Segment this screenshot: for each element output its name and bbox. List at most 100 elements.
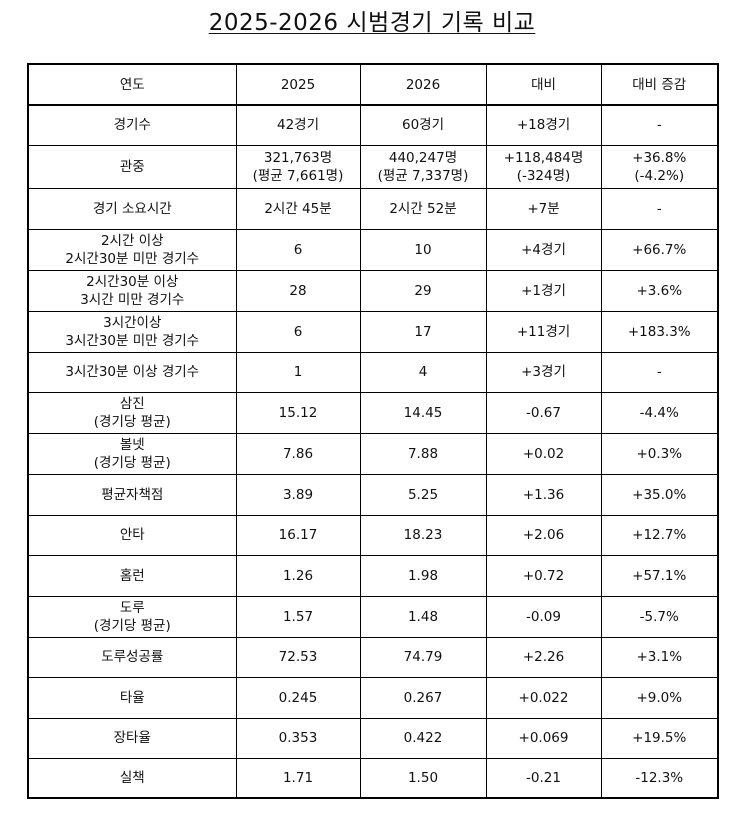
row-label-cell: 3시간30분 이상 경기수 (27, 351, 237, 393)
value-2026-cell: 4 (359, 351, 487, 393)
cell-text: +0.022 (518, 689, 569, 706)
value-2025-cell: 16.17 (235, 514, 361, 556)
cell-text: +0.72 (522, 567, 565, 584)
cell-text: 장타율 (113, 730, 151, 746)
diff-cell: +0.069 (485, 717, 602, 759)
cell-text: 타율 (119, 689, 145, 706)
row-label-cell: 안타 (27, 514, 237, 556)
cell-text: 삼진 (119, 395, 145, 412)
cell-text: +12.7% (632, 527, 687, 543)
cell-subtext: (평균 7,337명) (377, 167, 469, 184)
header-row: 연도 2025 2026 대비 대비 증감 (27, 63, 719, 106)
row-label-cell: 2시간30분 이상 3시간 미만 경기수 (27, 269, 237, 312)
diff-cell: +118,484명 (-324명) (485, 144, 602, 189)
value-2026-cell: 74.79 (359, 636, 487, 678)
cell-text: 72.53 (278, 649, 318, 665)
cell-subtext: 3시간30분 미만 경기수 (65, 332, 200, 349)
table-row: 장타율 0.353 0.422 +0.069 +19.5% (27, 717, 719, 759)
pct-change-cell: +57.1% (600, 554, 719, 597)
cell-text: +19.5% (632, 730, 687, 746)
pct-change-cell: +183.3% (600, 310, 719, 353)
cell-text: +1경기 (521, 282, 566, 299)
cell-text: 1.71 (282, 769, 314, 786)
cell-text: 15.12 (278, 404, 318, 421)
cell-text: 4 (418, 364, 428, 380)
cell-text: 1.26 (282, 567, 314, 584)
cell-text: 2시간 52분 (389, 200, 457, 217)
diff-cell: +1경기 (485, 269, 602, 312)
value-2026-cell: 29 (359, 269, 487, 312)
value-2026-cell: 440,247명 (평균 7,337명) (359, 144, 487, 189)
pct-change-cell: - (600, 351, 719, 393)
pct-change-cell: +12.7% (600, 514, 719, 556)
table-row: 2시간 이상 2시간30분 미만 경기수 6 10 +4경기 +66.7% (27, 228, 719, 271)
cell-text: +4경기 (521, 241, 566, 258)
cell-text: 6 (293, 323, 303, 340)
row-label-cell: 평균자책점 (27, 473, 237, 516)
row-label-cell: 타율 (27, 676, 237, 719)
cell-text: +66.7% (632, 241, 687, 258)
cell-text: - (656, 117, 662, 134)
cell-text: 도루 (119, 599, 145, 616)
pct-change-cell: +0.3% (600, 432, 719, 475)
row-label-cell: 도루성공률 (27, 636, 237, 678)
cell-subtext: (평균 7,661명) (252, 167, 344, 184)
value-2025-cell: 321,763명 (평균 7,661명) (235, 144, 361, 189)
value-2026-cell: 1.48 (359, 595, 487, 638)
cell-text: +3.1% (636, 649, 683, 665)
cell-text: 1.57 (282, 608, 314, 625)
row-label-cell: 홈런 (27, 554, 237, 597)
cell-text: +11경기 (516, 323, 571, 340)
cell-text: +3경기 (521, 364, 566, 380)
table-row: 3시간30분 이상 경기수 1 4 +3경기 - (27, 351, 719, 393)
table-row: 경기수 42경기 60경기 +18경기 - (27, 104, 719, 146)
cell-text: +2.06 (522, 527, 565, 543)
pct-change-cell: -12.3% (600, 757, 719, 799)
value-2026-cell: 17 (359, 310, 487, 353)
cell-text: +18경기 (516, 117, 571, 134)
value-2026-cell: 7.88 (359, 432, 487, 475)
cell-text: +9.0% (636, 689, 683, 706)
cell-text: 17 (414, 323, 432, 340)
cell-text: 1.50 (407, 769, 439, 786)
value-2026-cell: 14.45 (359, 391, 487, 434)
cell-text: 5.25 (407, 486, 439, 503)
table-body: 경기수 42경기 60경기 +18경기 - 관중 321,763명 (평균 7,661명) 44… (27, 104, 719, 799)
cell-text: 경기수 (113, 117, 151, 134)
cell-text: 14.45 (403, 404, 443, 421)
value-2025-cell: 2시간 45분 (235, 187, 361, 230)
cell-text: -12.3% (635, 769, 684, 786)
cell-text: 평균자책점 (101, 486, 164, 503)
row-label-cell: 경기수 (27, 104, 237, 146)
header-cell-2025: 2025 (235, 63, 361, 106)
value-2025-cell: 72.53 (235, 636, 361, 678)
value-2025-cell: 1.57 (235, 595, 361, 638)
value-2026-cell: 0.267 (359, 676, 487, 719)
row-label-cell: 경기 소요시간 (27, 187, 237, 230)
diff-cell: +0.72 (485, 554, 602, 597)
cell-text: 74.79 (403, 649, 443, 665)
diff-cell: -0.67 (485, 391, 602, 434)
cell-text: 3시간이상 (103, 314, 162, 331)
cell-text: +3.6% (636, 282, 683, 299)
row-label-cell: 볼넷 (경기당 평균) (27, 432, 237, 475)
value-2026-cell: 1.50 (359, 757, 487, 799)
cell-text: +35.0% (632, 486, 687, 503)
row-label-cell: 실책 (27, 757, 237, 799)
cell-text: 18.23 (403, 527, 443, 543)
table-row: 볼넷 (경기당 평균) 7.86 7.88 +0.02 +0.3% (27, 432, 719, 475)
diff-cell: +0.022 (485, 676, 602, 719)
cell-text: +0.02 (522, 445, 565, 462)
cell-text: 2시간 이상 (100, 232, 164, 249)
cell-text: 2시간 45분 (264, 200, 332, 217)
value-2025-cell: 3.89 (235, 473, 361, 516)
value-2025-cell: 1.71 (235, 757, 361, 799)
page-title: 2025-2026 시범경기 기록 비교 (0, 7, 744, 39)
pct-change-cell: +66.7% (600, 228, 719, 271)
cell-text: 안타 (119, 527, 145, 543)
value-2025-cell: 6 (235, 310, 361, 353)
row-label-cell: 관중 (27, 144, 237, 189)
row-label-cell: 2시간 이상 2시간30분 미만 경기수 (27, 228, 237, 271)
value-2025-cell: 42경기 (235, 104, 361, 146)
pct-change-cell: +36.8% (-4.2%) (600, 144, 719, 189)
